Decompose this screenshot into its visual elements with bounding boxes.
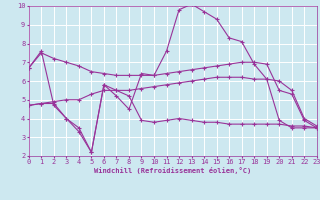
X-axis label: Windchill (Refroidissement éolien,°C): Windchill (Refroidissement éolien,°C): [94, 167, 252, 174]
